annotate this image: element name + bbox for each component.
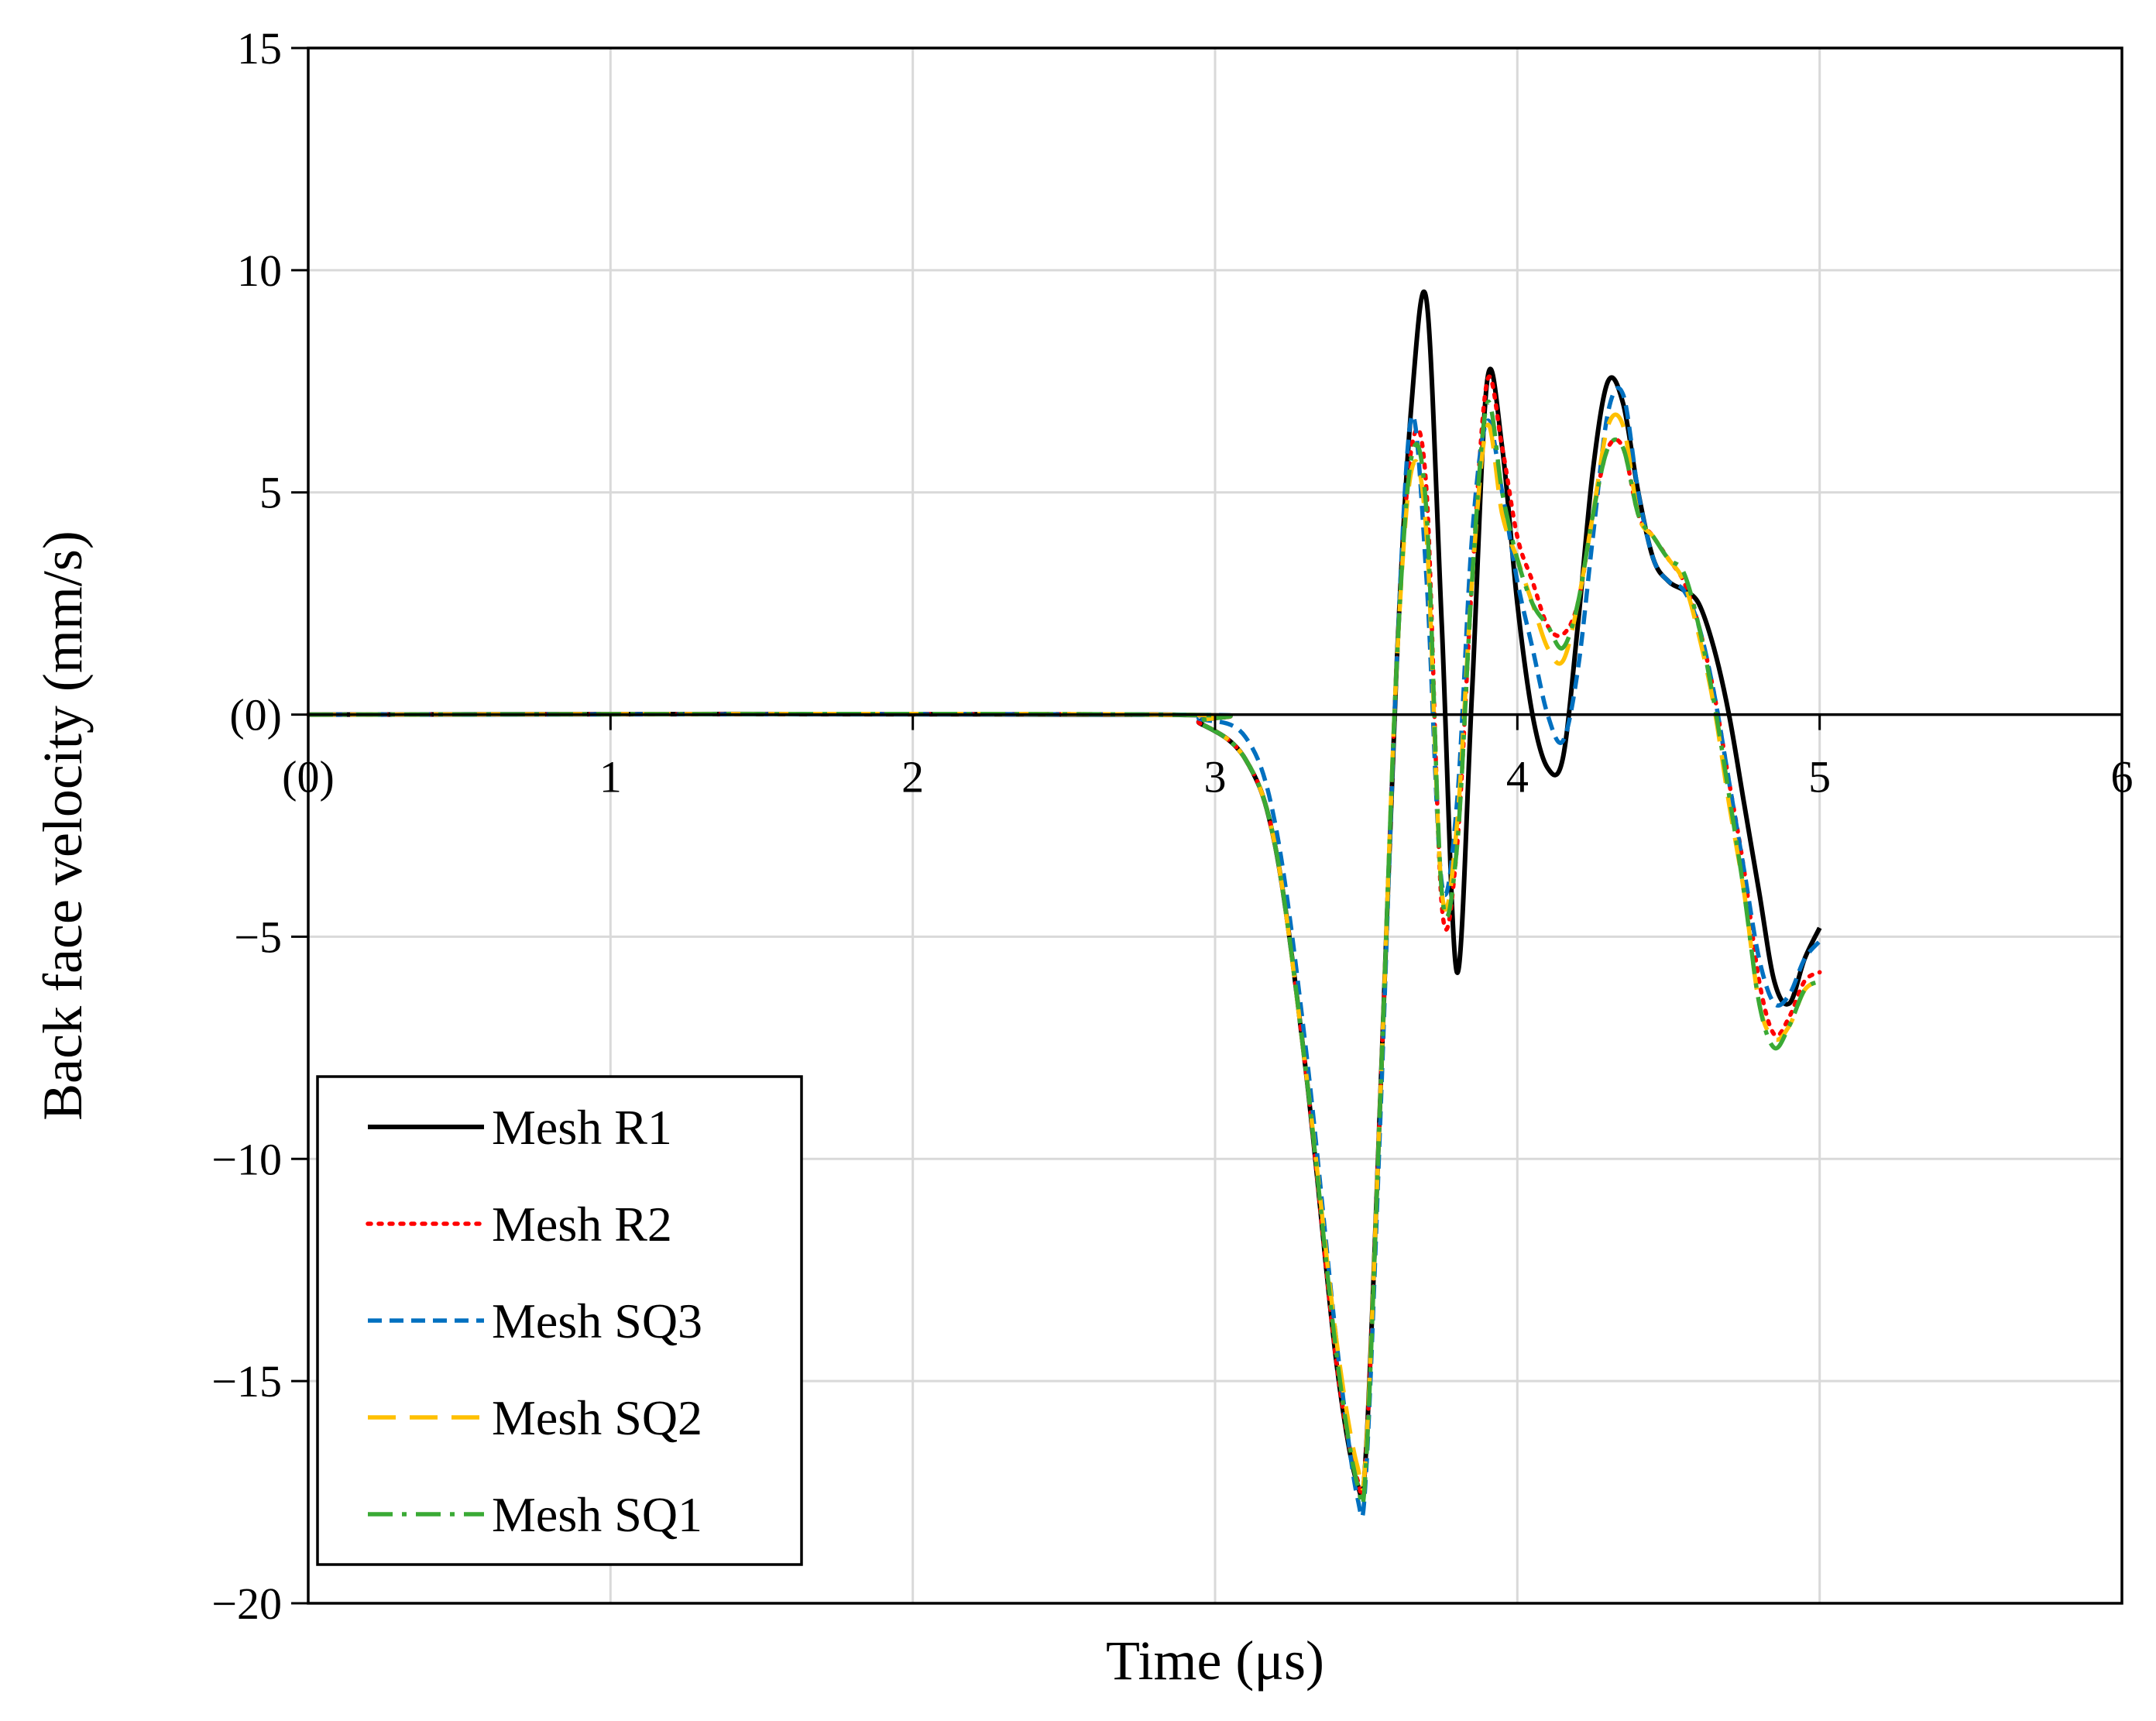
x-tick-label: 4 <box>1506 752 1529 802</box>
y-tick-label: 15 <box>237 23 282 74</box>
y-axis-label: Back face velocity (mm/s) <box>32 531 94 1121</box>
y-tick-label: (0) <box>229 690 282 740</box>
plot-frame <box>307 46 2123 1605</box>
legend-label: Mesh R2 <box>492 1197 672 1252</box>
legend-label: Mesh SQ3 <box>492 1293 702 1348</box>
y-tick-labels: −20 −15 −10 −5 (0) 5 10 15 <box>211 23 308 1629</box>
x-axis-label: Time (μs) <box>1106 1630 1324 1692</box>
x-tick-label: (0) <box>282 752 335 802</box>
legend-label: Mesh SQ2 <box>492 1390 702 1445</box>
y-tick-label: −5 <box>234 912 282 962</box>
x-tick-label: 5 <box>1808 752 1831 802</box>
y-tick-label: 5 <box>259 468 282 518</box>
legend: Mesh R1 Mesh R2 Mesh SQ3 Mesh SQ2 Mesh SQ1 <box>316 1075 803 1566</box>
series-line-mesh-sq1 <box>307 399 1821 1507</box>
x-tick-label: 3 <box>1204 752 1227 802</box>
legend-label: Mesh SQ1 <box>492 1487 702 1542</box>
x-tick-label: 2 <box>901 752 924 802</box>
y-tick-label: −15 <box>211 1356 282 1407</box>
series-layer <box>306 289 1822 1520</box>
y-tick-label: 10 <box>237 246 282 296</box>
y-tick-label: −20 <box>211 1578 282 1629</box>
x-tick-labels: (0) 1 2 3 4 5 6 <box>282 714 2134 802</box>
legend-label: Mesh R1 <box>492 1100 672 1155</box>
x-tick-label: 1 <box>599 752 622 802</box>
x-tick-label: 6 <box>2111 752 2134 802</box>
y-tick-label: −10 <box>211 1134 282 1184</box>
